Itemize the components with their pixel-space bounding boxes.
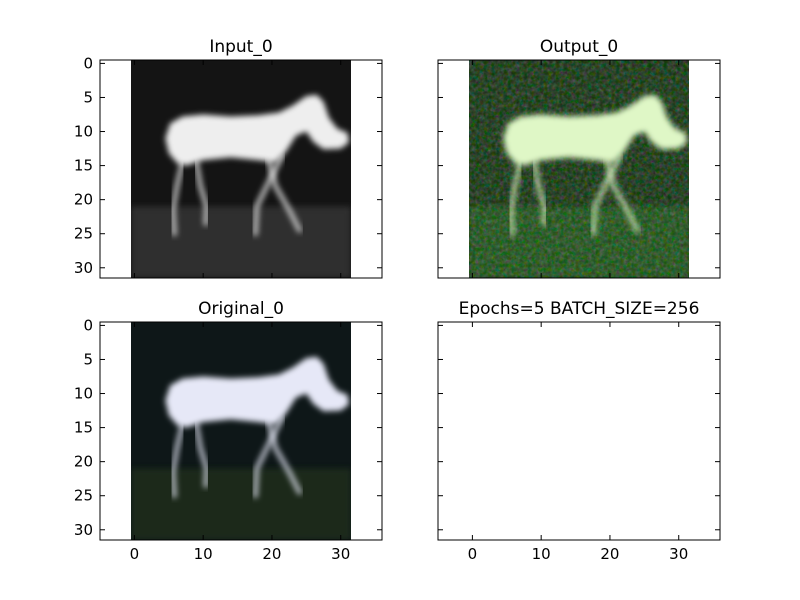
- xtick-label-4-0: 0: [468, 545, 478, 563]
- horse-leg-3-0: [170, 421, 185, 499]
- ytick-label-1-5: 25: [74, 225, 93, 243]
- horse-leg-3-1: [193, 421, 210, 488]
- xtick-label-4-1: 10: [532, 545, 551, 563]
- ytick-label-1-6: 30: [74, 259, 93, 277]
- image-noise-2: [468, 60, 690, 278]
- xtick-label-3-2: 20: [262, 545, 281, 563]
- axes-frame-4: [437, 321, 721, 541]
- xtick-label-4-2: 20: [600, 545, 619, 563]
- subplots: 0 5 10 15 20 25 30 Input_0 Output_0 0 10 20 30 0 5 10 15…: [74, 37, 721, 563]
- xtick-label-3-0: 0: [130, 545, 140, 563]
- axes-frame-1: [99, 59, 383, 279]
- ytick-label-3-2: 10: [74, 385, 93, 403]
- xtick-label-3-3: 30: [331, 545, 350, 563]
- ytick-label-3-3: 15: [74, 419, 93, 437]
- subplot-title-4: Epochs=5 BATCH_SIZE=256: [459, 299, 700, 319]
- xtick-label-4-3: 30: [669, 545, 688, 563]
- horse-leg-2-0: [508, 159, 523, 237]
- subplot-1: 0 5 10 15 20 25 30 Input_0: [74, 37, 383, 279]
- axes-frame-3: [99, 321, 383, 541]
- horse-body-1: [165, 94, 349, 166]
- ytick-label-1-0: 0: [83, 54, 93, 72]
- ytick-label-3-5: 25: [74, 487, 93, 505]
- image-1: [130, 60, 352, 278]
- horse-leg-3-3: [252, 414, 285, 499]
- horse-leg-1-0: [170, 159, 185, 237]
- ytick-label-3-6: 30: [74, 521, 93, 539]
- subplot-title-1: Input_0: [209, 37, 272, 57]
- horse-leg-1-3: [252, 152, 285, 237]
- subplot-4: 0 10 20 30 Epochs=5 BATCH_SIZE=256: [437, 299, 721, 563]
- ytick-label-3-1: 5: [83, 350, 93, 368]
- image-ground-3: [130, 468, 352, 540]
- horse-leg-2-1: [531, 159, 548, 226]
- horse-leg-2-3: [590, 152, 623, 237]
- subplot-3: 0 10 20 30 0 5 10 15 20 25 30 Original_0: [74, 299, 383, 563]
- ytick-label-1-2: 10: [74, 123, 93, 141]
- axes-background-4: [438, 322, 720, 540]
- image-ground-1: [130, 206, 352, 278]
- image-3: [130, 322, 352, 540]
- horse-body-3: [165, 356, 349, 428]
- xtick-label-3-1: 10: [194, 545, 213, 563]
- axes-frame-2: [437, 59, 721, 279]
- subplot-title-3: Original_0: [198, 299, 284, 319]
- image-2: [468, 60, 690, 278]
- horse-body-2: [503, 94, 687, 166]
- ytick-label-1-4: 20: [74, 191, 93, 209]
- subplot-title-2: Output_0: [540, 37, 618, 57]
- subplot-2: Output_0: [437, 37, 721, 279]
- ytick-label-3-0: 0: [83, 316, 93, 334]
- ytick-label-1-1: 5: [83, 88, 93, 106]
- ytick-label-3-4: 20: [74, 453, 93, 471]
- horse-leg-1-1: [193, 159, 210, 226]
- ytick-label-1-3: 15: [74, 157, 93, 175]
